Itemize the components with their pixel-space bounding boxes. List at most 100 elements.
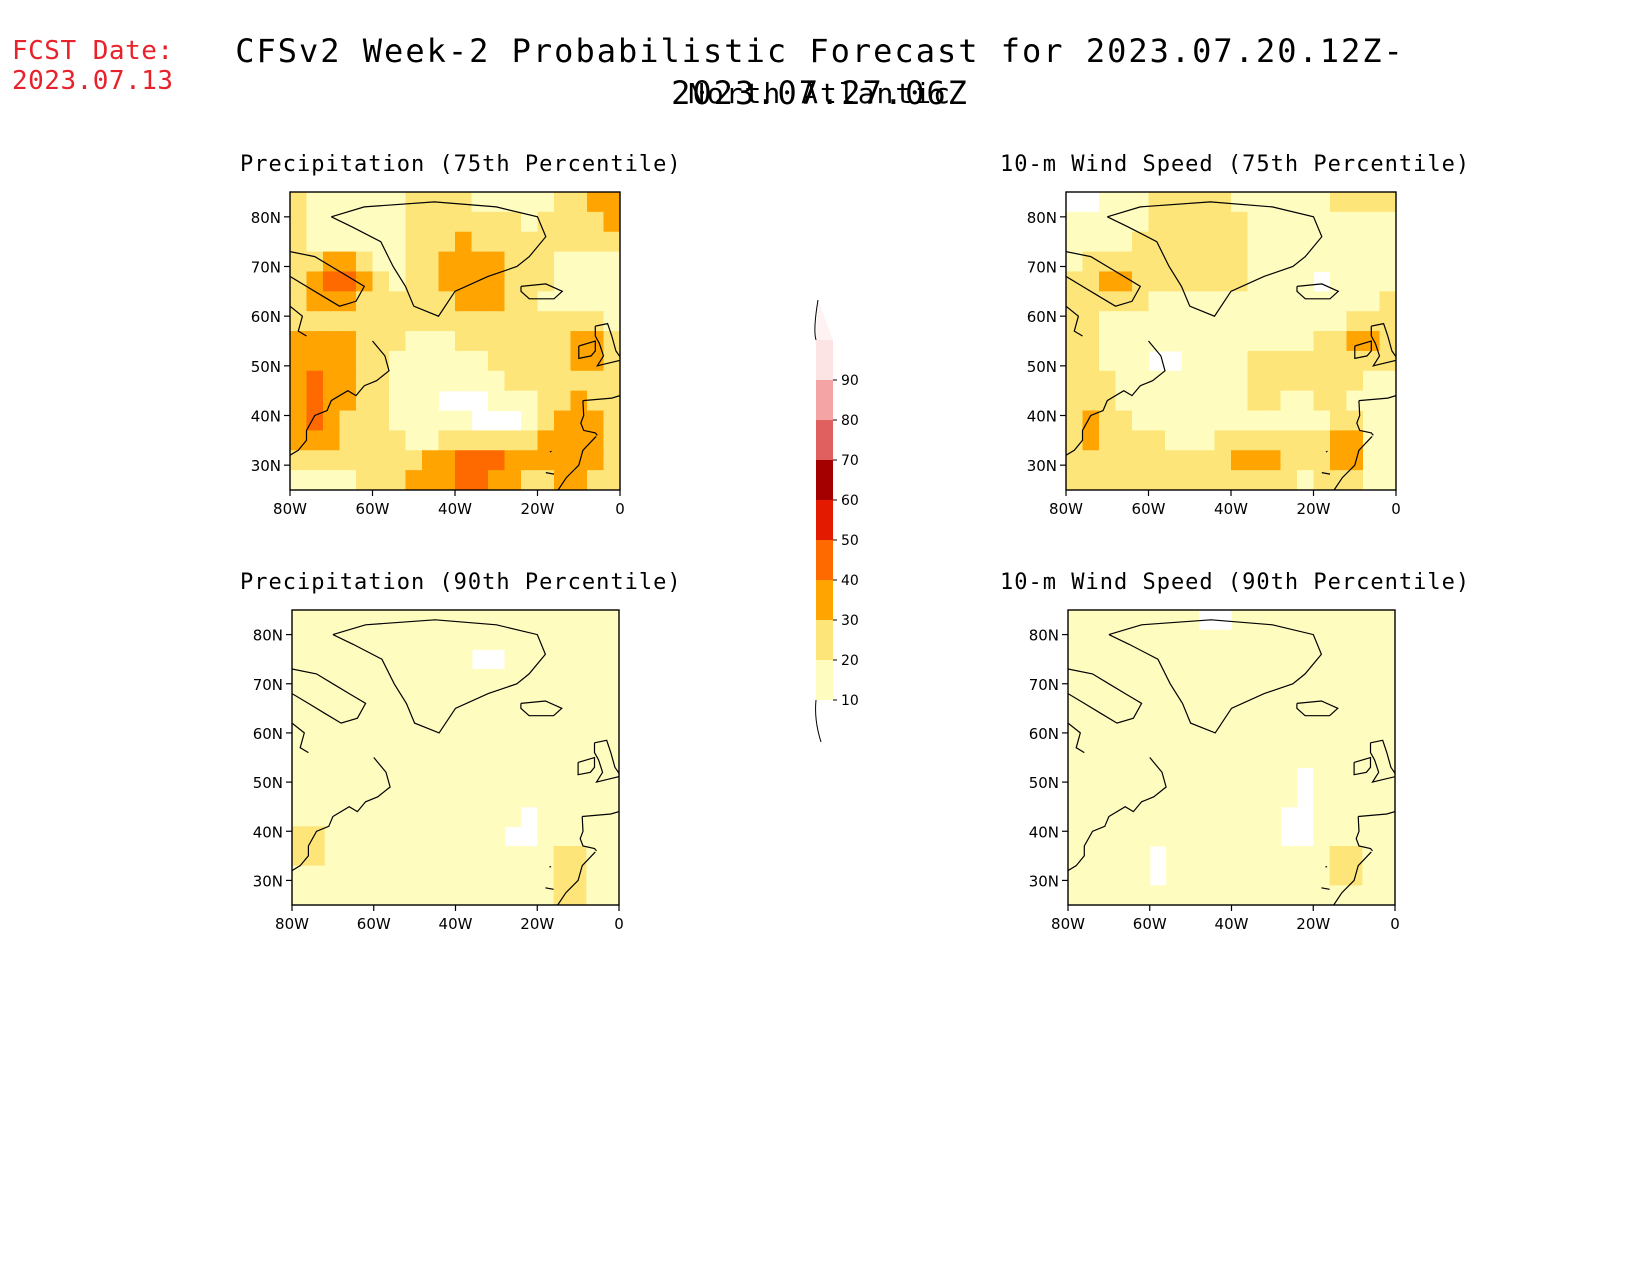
shade-cell xyxy=(1148,470,1166,490)
shade-cell xyxy=(553,669,571,690)
shade-cell xyxy=(1247,291,1265,312)
shade-cell xyxy=(373,865,391,886)
shade-cell xyxy=(1280,865,1298,886)
shade-cell xyxy=(390,688,408,709)
shade-cell xyxy=(1231,826,1249,847)
shade-cell xyxy=(1313,410,1331,431)
shade-cell xyxy=(1166,610,1184,631)
shade-cell xyxy=(1165,430,1183,451)
shade-cell xyxy=(405,291,423,312)
shade-cell xyxy=(455,231,473,253)
shade-cell xyxy=(537,291,555,312)
shade-cell xyxy=(504,470,522,490)
shade-cell xyxy=(1330,450,1348,471)
shade-cell xyxy=(406,806,424,827)
shade-cell xyxy=(1133,669,1151,690)
coastline xyxy=(1321,887,1330,890)
shade-cell xyxy=(422,649,440,670)
lat-tick-label: 60N xyxy=(251,308,281,326)
shade-cell xyxy=(1247,649,1265,670)
shade-cell xyxy=(372,450,390,471)
shade-cell xyxy=(1133,649,1151,670)
shade-cell xyxy=(1117,806,1134,827)
shade-cell xyxy=(1264,629,1282,650)
shade-cell xyxy=(1313,767,1331,788)
shade-cell xyxy=(1115,470,1133,490)
shade-cell xyxy=(389,331,407,352)
lat-tick-label: 50N xyxy=(253,774,283,792)
shade-cell xyxy=(1346,390,1364,412)
shade-cell xyxy=(471,629,489,650)
shade-cell xyxy=(1363,430,1381,451)
shade-cell xyxy=(1082,430,1100,451)
shade-cell xyxy=(537,231,555,253)
shade-cell xyxy=(1166,826,1184,847)
shade-cell xyxy=(520,767,538,788)
shade-cell xyxy=(1099,350,1117,372)
shade-cell xyxy=(553,629,571,650)
shade-cell xyxy=(1198,787,1216,808)
shade-cell xyxy=(292,708,309,729)
shade-cell xyxy=(455,331,473,352)
shade-cell xyxy=(357,688,375,709)
shade-cell xyxy=(1363,291,1381,312)
shade-cell xyxy=(438,350,456,372)
shade-cell xyxy=(306,390,324,412)
shade-cell xyxy=(1247,410,1265,431)
shade-cell xyxy=(389,390,407,412)
shade-cell xyxy=(356,311,374,332)
shade-cell xyxy=(1066,211,1084,233)
shade-cell xyxy=(339,331,357,352)
shade-cell xyxy=(422,390,440,412)
shade-cell xyxy=(1215,747,1233,768)
shade-cell xyxy=(1346,350,1364,372)
shade-cell xyxy=(488,669,506,690)
shade-cell xyxy=(1066,390,1084,412)
shade-cell xyxy=(471,688,489,709)
coastline xyxy=(1358,811,1395,818)
shade-cell xyxy=(488,846,506,867)
shade-cell xyxy=(1362,649,1380,670)
shade-cell xyxy=(1166,767,1184,788)
shade-cell xyxy=(1346,370,1364,392)
forecast-date-value: 2023.07.13 xyxy=(12,66,174,96)
shade-cell xyxy=(356,331,374,352)
shade-cell xyxy=(471,430,489,451)
shade-cell xyxy=(1068,610,1085,631)
shade-cell xyxy=(553,806,571,827)
shade-cell xyxy=(1100,610,1118,631)
shade-cell xyxy=(422,211,440,233)
shade-cell xyxy=(1329,728,1347,749)
shade-cell xyxy=(1378,846,1395,867)
shade-cell xyxy=(504,806,522,827)
shade-cell xyxy=(537,885,555,905)
shade-cell xyxy=(372,350,390,372)
shade-cell xyxy=(455,410,473,431)
shade-cell xyxy=(373,826,391,847)
shade-cell xyxy=(603,251,620,273)
coastline xyxy=(1369,739,1395,784)
shade-cell xyxy=(1066,251,1084,273)
shade-cell xyxy=(1362,747,1380,768)
shade-cell xyxy=(520,865,538,886)
shade-cell xyxy=(1297,370,1315,392)
colorbar-label: 90 xyxy=(841,373,859,389)
shade-cell xyxy=(1231,767,1249,788)
shade-cell xyxy=(455,629,473,650)
coastline xyxy=(1068,722,1085,754)
shade-cell xyxy=(570,390,588,412)
shade-cell xyxy=(471,787,489,808)
shade-cell xyxy=(1066,370,1084,392)
shade-cell xyxy=(1068,885,1085,905)
shade-cell xyxy=(1231,865,1249,886)
shade-cell xyxy=(488,390,506,412)
coastline xyxy=(549,866,552,868)
shade-cell xyxy=(1264,211,1282,233)
shade-cell xyxy=(537,767,555,788)
shade-cell xyxy=(1296,846,1314,867)
shade-cell xyxy=(1363,350,1381,372)
shade-cell xyxy=(1215,669,1233,690)
shade-cell xyxy=(1182,708,1200,729)
shade-cell xyxy=(1329,826,1347,847)
shade-cell xyxy=(1296,669,1314,690)
